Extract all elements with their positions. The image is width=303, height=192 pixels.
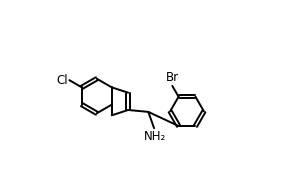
Text: Cl: Cl (57, 74, 68, 87)
Text: Br: Br (166, 71, 179, 84)
Text: NH₂: NH₂ (144, 130, 166, 143)
